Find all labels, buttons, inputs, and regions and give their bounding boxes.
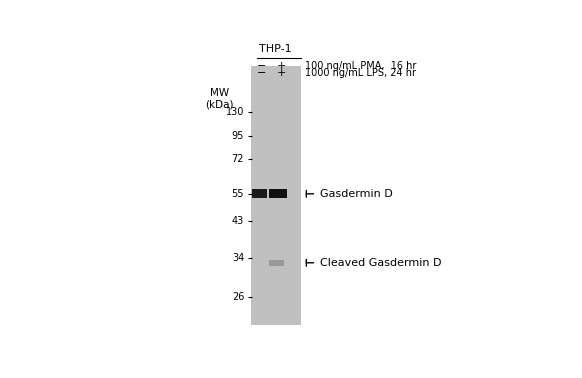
Text: −: − bbox=[257, 68, 266, 78]
Bar bbox=[252, 189, 267, 198]
Text: 100 ng/mL PMA,  16 hr: 100 ng/mL PMA, 16 hr bbox=[305, 61, 416, 71]
Text: 95: 95 bbox=[232, 130, 244, 141]
Bar bbox=[251, 66, 300, 325]
Text: 1000 ng/mL LPS, 24 hr: 1000 ng/mL LPS, 24 hr bbox=[305, 68, 416, 78]
Text: 34: 34 bbox=[232, 253, 244, 263]
Text: Gasdermin D: Gasdermin D bbox=[320, 189, 393, 199]
Text: 26: 26 bbox=[232, 292, 244, 302]
Text: 55: 55 bbox=[232, 189, 244, 199]
Text: +: + bbox=[276, 68, 286, 78]
Text: Cleaved Gasdermin D: Cleaved Gasdermin D bbox=[320, 258, 441, 268]
Bar bbox=[269, 260, 284, 266]
Text: 130: 130 bbox=[226, 107, 244, 117]
Text: 43: 43 bbox=[232, 217, 244, 226]
Text: MW
(kDa): MW (kDa) bbox=[205, 88, 233, 109]
Text: +: + bbox=[276, 61, 286, 71]
Text: THP-1: THP-1 bbox=[258, 44, 291, 54]
Text: −: − bbox=[257, 61, 266, 71]
Text: 72: 72 bbox=[232, 154, 244, 164]
Bar bbox=[269, 189, 288, 198]
